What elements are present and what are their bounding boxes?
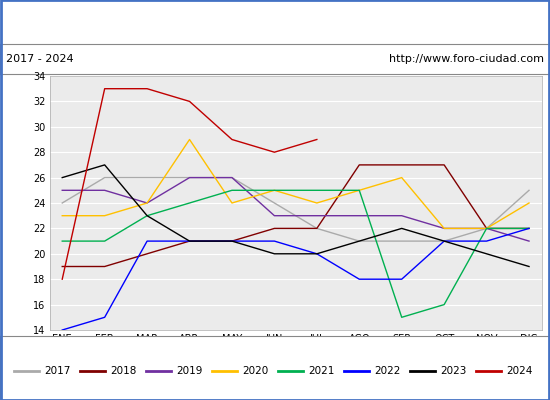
Text: 2018: 2018 — [110, 366, 136, 376]
Text: 2023: 2023 — [440, 366, 466, 376]
Text: 2022: 2022 — [374, 366, 400, 376]
Text: Evolucion del paro registrado en Belinchón: Evolucion del paro registrado en Belinch… — [111, 13, 439, 29]
Text: http://www.foro-ciudad.com: http://www.foro-ciudad.com — [389, 54, 544, 64]
Text: 2021: 2021 — [308, 366, 334, 376]
Text: 2017: 2017 — [44, 366, 70, 376]
Text: 2017 - 2024: 2017 - 2024 — [6, 54, 73, 64]
Text: 2024: 2024 — [506, 366, 532, 376]
Text: 2019: 2019 — [176, 366, 202, 376]
Text: 2020: 2020 — [242, 366, 268, 376]
